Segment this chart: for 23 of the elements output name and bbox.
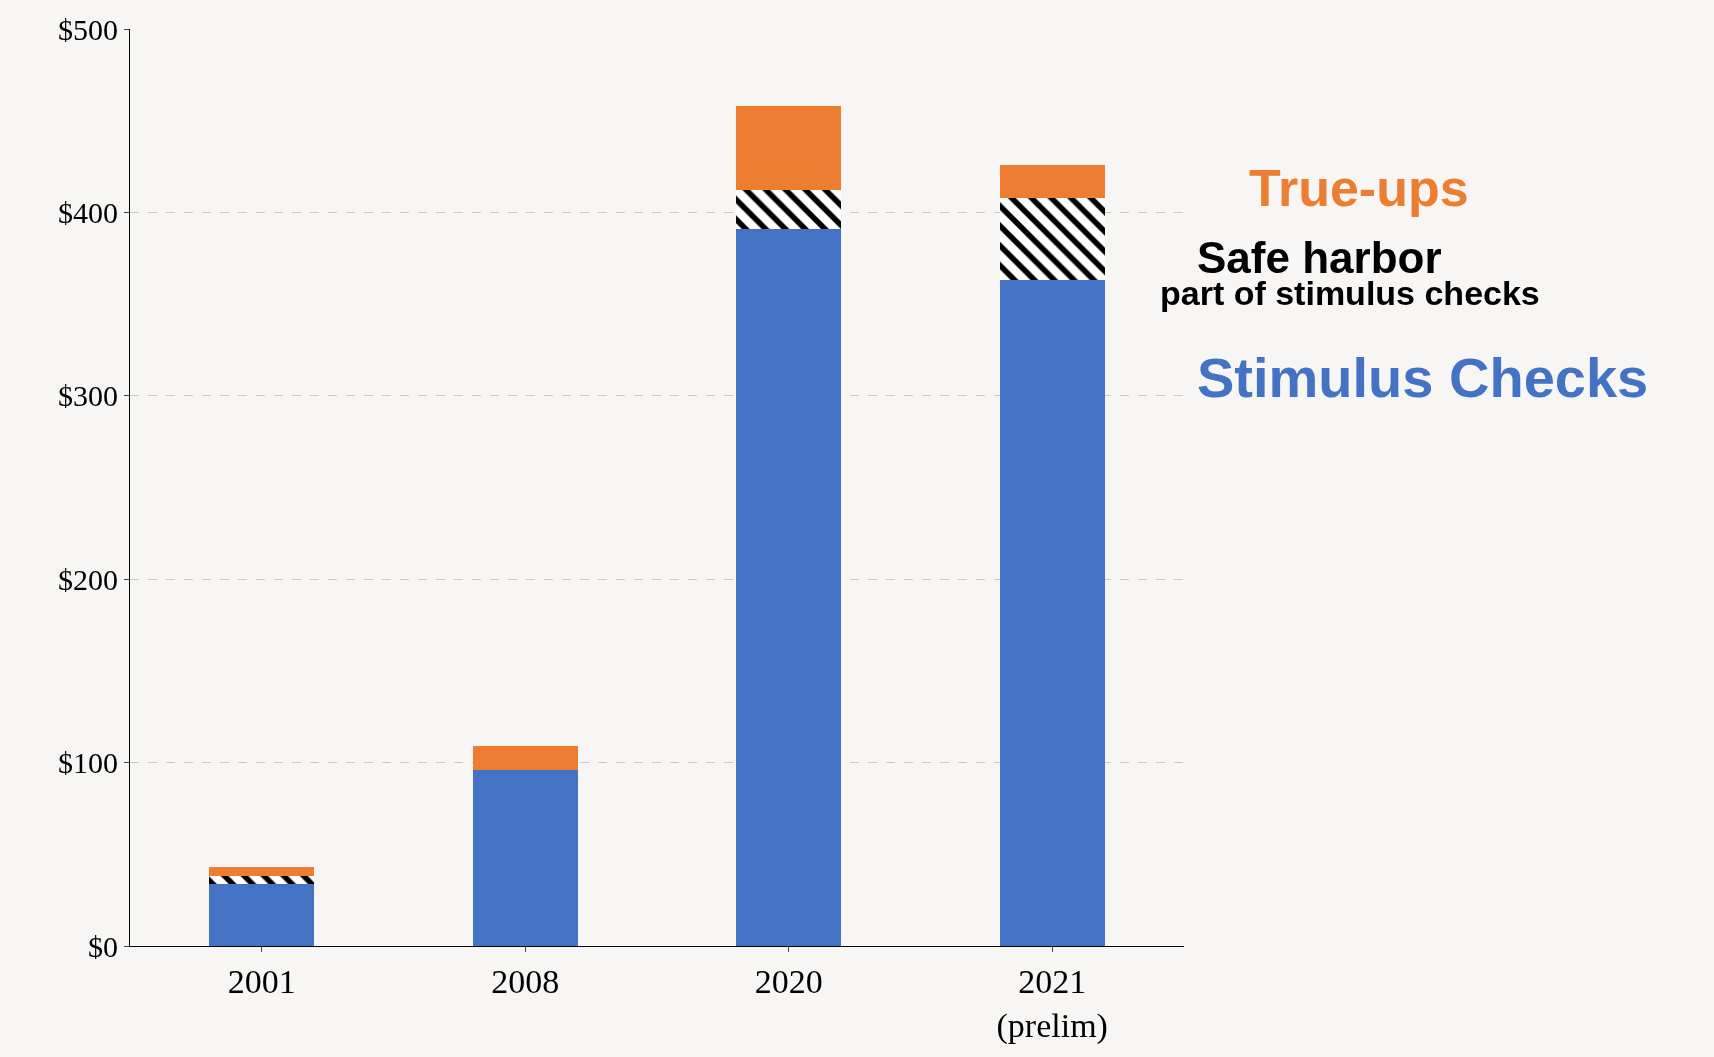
- x-tick-label: 2020: [754, 962, 823, 1000]
- y-tick-label: $200: [58, 562, 118, 596]
- y-tick-label: $400: [58, 195, 118, 229]
- x-tick-label: 2021 (prelim): [996, 962, 1108, 1045]
- x-tick-label: 2008: [491, 962, 560, 1000]
- bar: [472, 769, 578, 946]
- bar: [736, 228, 842, 946]
- bar: [472, 746, 578, 770]
- x-tick-label: 2001: [227, 962, 296, 1000]
- text: True-ups: [1249, 159, 1469, 217]
- bar: [736, 106, 842, 191]
- bar: [999, 197, 1105, 281]
- bar: [209, 867, 315, 877]
- y-tick-label: $0: [88, 929, 118, 963]
- y-tick-label: $300: [58, 379, 118, 413]
- bar: [209, 876, 315, 884]
- bar: [999, 164, 1105, 198]
- bar: [209, 883, 315, 946]
- bar: [999, 280, 1105, 946]
- y-tick-label: $100: [58, 746, 118, 780]
- bar: [736, 190, 842, 229]
- y-tick-label: $500: [58, 12, 118, 46]
- series-label: Stimulus Checks: [1197, 346, 1649, 409]
